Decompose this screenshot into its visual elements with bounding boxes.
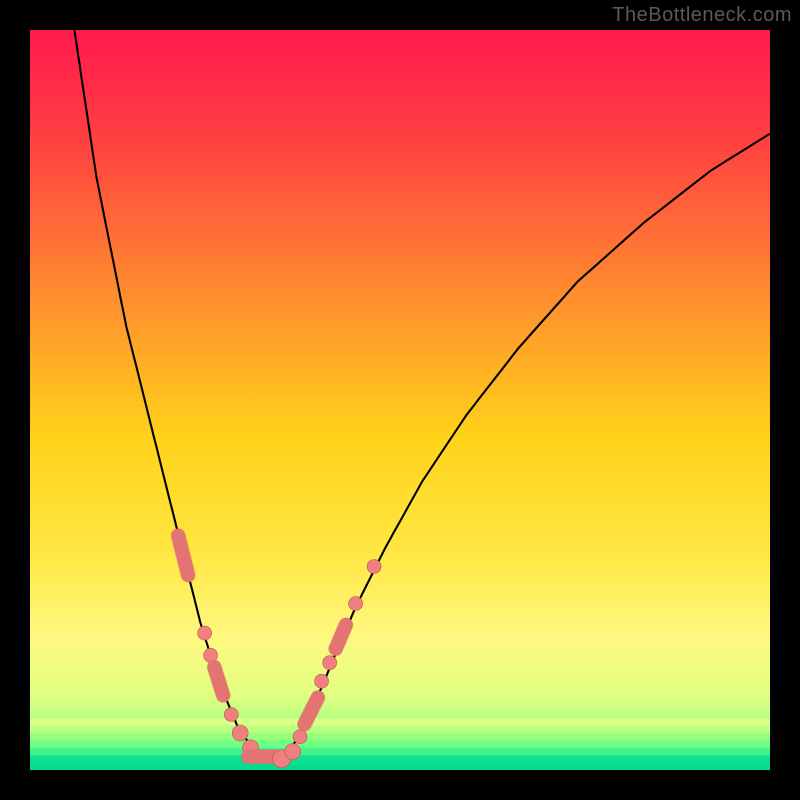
bottleneck-chart xyxy=(0,0,800,800)
watermark-text: TheBottleneck.com xyxy=(612,4,792,27)
